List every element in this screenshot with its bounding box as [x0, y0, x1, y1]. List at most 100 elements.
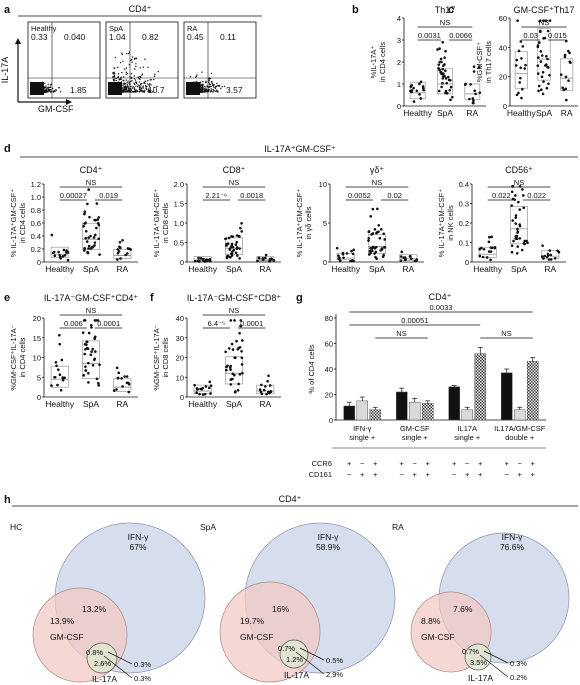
data-point [229, 383, 233, 386]
flow-event [45, 90, 48, 92]
chart-title: GM-CSF⁺Th17 [514, 5, 575, 15]
data-point [540, 54, 544, 57]
flow-event [132, 91, 135, 93]
data-point [510, 250, 514, 254]
flow-event [212, 84, 215, 86]
data-point [268, 384, 272, 387]
flow-event [141, 74, 143, 76]
venn-il17a-overlap-percent: 2.6% [94, 659, 111, 668]
flow-event [123, 85, 125, 88]
flow-event [46, 88, 48, 90]
data-point [209, 384, 213, 387]
y-axis-label: %GM-CSF⁺in Th17 cells [475, 41, 493, 83]
data-point [232, 248, 236, 252]
data-point [523, 67, 527, 70]
data-point [444, 49, 447, 53]
data-point [206, 258, 209, 262]
data-point [63, 254, 67, 257]
y-axis-label: % IL-17A⁺GM-CSF⁺in CD4 cells [9, 189, 27, 257]
data-point [549, 258, 553, 261]
chart-panel-d-nk: CD56⁺ 0 0.1 0.2 0.3 0.4 % IL-17A⁺GM-CSF⁺in NK … [437, 165, 566, 274]
data-point [540, 255, 544, 258]
flow-event [133, 82, 135, 84]
y-tick-label: 10 [319, 180, 327, 189]
cd161-sign: + [518, 470, 523, 479]
data-point [510, 244, 514, 247]
data-point [536, 56, 540, 59]
data-point [238, 257, 241, 260]
data-point [371, 207, 375, 211]
data-point [119, 257, 122, 260]
data-point [352, 248, 356, 252]
p-value-label: 0.0001 [240, 319, 263, 328]
flow-event [216, 85, 218, 87]
data-point [240, 363, 244, 366]
data-point [410, 257, 413, 261]
group-label: IL17A/GM-CSF [494, 424, 546, 433]
data-point [472, 101, 475, 105]
data-point [227, 347, 231, 350]
flow-event [59, 91, 62, 93]
data-point [379, 228, 383, 231]
quadrant-percent: 10.7 [148, 85, 165, 95]
panel-letter-a: a [4, 4, 11, 16]
y-axis-label: %GM-CSF⁺IL-17A⁻in CD8 cells [152, 324, 170, 390]
row-label-ccr6: CCR6 [312, 459, 332, 468]
flow-event [138, 81, 141, 83]
flow-event [138, 86, 141, 89]
data-point [463, 83, 467, 87]
y-tick-label: 0.6 [31, 219, 41, 228]
flow-event [120, 78, 122, 81]
data-point [59, 256, 62, 260]
y-tick-label: 0 [323, 258, 327, 267]
data-point [230, 254, 234, 257]
data-point [87, 236, 90, 239]
flow-event [135, 57, 137, 60]
venn-triple-percent: 0.7% [278, 644, 295, 653]
data-point [61, 254, 65, 258]
p-value-label: 0.022 [492, 191, 511, 200]
data-point [448, 88, 452, 92]
flow-event [125, 67, 128, 69]
data-point [521, 45, 525, 48]
x-tick-label: SpA [369, 264, 385, 274]
data-point [56, 383, 59, 387]
data-point [399, 255, 403, 258]
flow-event [150, 90, 152, 92]
flow-event [200, 84, 202, 86]
flow-event [122, 60, 124, 62]
venn-il17a-label: IL-17A [284, 670, 309, 680]
y-tick-label: 1.2 [31, 180, 41, 189]
data-point [485, 256, 489, 259]
y-tick-label: 5 [323, 219, 327, 228]
flow-event [112, 76, 114, 78]
x-tick-label: SpA [226, 264, 242, 274]
venn-ifng-gmcsf-percent: 7.6% [453, 604, 473, 614]
data-point [517, 91, 520, 95]
data-point [521, 194, 525, 197]
flow-event [134, 79, 137, 81]
data-point [54, 360, 58, 364]
data-point [56, 368, 60, 371]
data-point [472, 70, 476, 73]
data-point [369, 215, 373, 218]
flow-event [127, 53, 130, 55]
flow-event [139, 78, 141, 80]
data-point [521, 188, 524, 191]
p-value-label: 6.4⁻⁵ [208, 319, 226, 328]
ccr6-sign: − [413, 459, 418, 468]
data-point [444, 69, 447, 72]
data-point [441, 77, 445, 80]
p-value-label: 0.0033 [430, 303, 453, 312]
data-point [449, 98, 452, 102]
data-point [115, 366, 119, 370]
data-point [87, 331, 91, 335]
data-point [115, 388, 118, 391]
flow-event [124, 87, 126, 90]
data-point [58, 333, 61, 337]
data-point [537, 84, 541, 88]
venn-panel-h: h CD4⁺ HCIFN-γ67%13.9%13.2%GM-CSF0.8%2.6… [4, 494, 578, 684]
data-point [562, 88, 566, 92]
data-point [481, 255, 485, 259]
y-tick-label: 40 [176, 314, 184, 323]
